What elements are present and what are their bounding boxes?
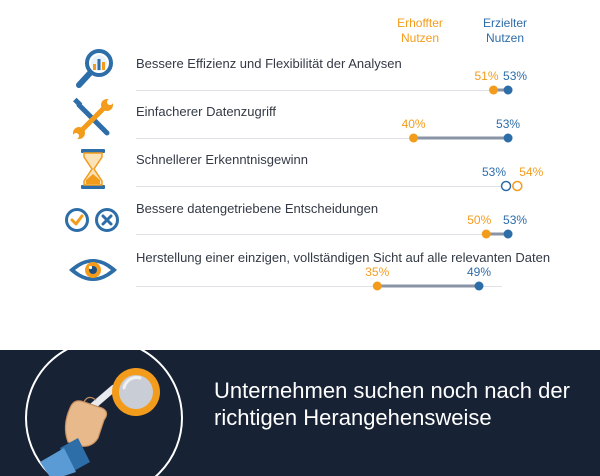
expected-dot xyxy=(489,85,499,95)
expected-value-label: 35% xyxy=(365,265,389,279)
expected-dot xyxy=(409,133,419,143)
expected-dot xyxy=(481,229,491,239)
banner-text: Unternehmen suchen noch nach der richtig… xyxy=(214,378,570,430)
achieved-dot xyxy=(474,281,484,291)
achieved-value-label: 53% xyxy=(503,213,527,227)
check-cross-icon xyxy=(65,208,119,232)
legend-expected: Erhoffter Nutzen xyxy=(397,16,443,45)
achieved-value-label: 53% xyxy=(503,69,527,83)
eye-icon xyxy=(69,259,117,281)
achieved-value-label: 53% xyxy=(496,117,520,131)
row-label: Bessere Effizienz und Flexibilität der A… xyxy=(136,56,402,71)
achieved-dot xyxy=(503,85,513,95)
achieved-dot xyxy=(503,133,513,143)
achieved-value-label: 49% xyxy=(467,265,491,279)
expected-dot xyxy=(372,281,382,291)
row-label: Herstellung einer einzigen, vollständige… xyxy=(136,250,551,265)
chart: Erhoffter Nutzen Erzielter Nutzen Besser… xyxy=(65,16,551,291)
achieved-dot xyxy=(500,180,512,192)
expected-dot xyxy=(512,180,523,192)
magnifier-chart-icon xyxy=(76,49,113,88)
wrench-screwdriver-icon xyxy=(73,97,113,139)
achieved-value-label: 53% xyxy=(482,165,506,179)
row-label: Schnellerer Erkenntnisgewinn xyxy=(136,152,308,167)
legend-achieved: Erzielter Nutzen xyxy=(482,16,527,45)
expected-value-label: 50% xyxy=(467,213,491,227)
achieved-dot xyxy=(503,229,513,239)
expected-value-label: 54% xyxy=(519,165,543,179)
expected-value-label: 40% xyxy=(402,117,426,131)
row-label: Bessere datengetriebene Entscheidungen xyxy=(136,201,379,216)
row-label: Einfacherer Datenzugriff xyxy=(136,104,276,119)
expected-value-label: 51% xyxy=(474,69,498,83)
hand-magnifier-icon xyxy=(25,350,183,476)
hourglass-icon xyxy=(81,149,105,189)
banner: Unternehmen suchen noch nach der richtig… xyxy=(0,350,600,476)
plot-area: 51% 53% 40% 53% 54% 53% 50% 53% 35% 49% xyxy=(136,69,544,291)
